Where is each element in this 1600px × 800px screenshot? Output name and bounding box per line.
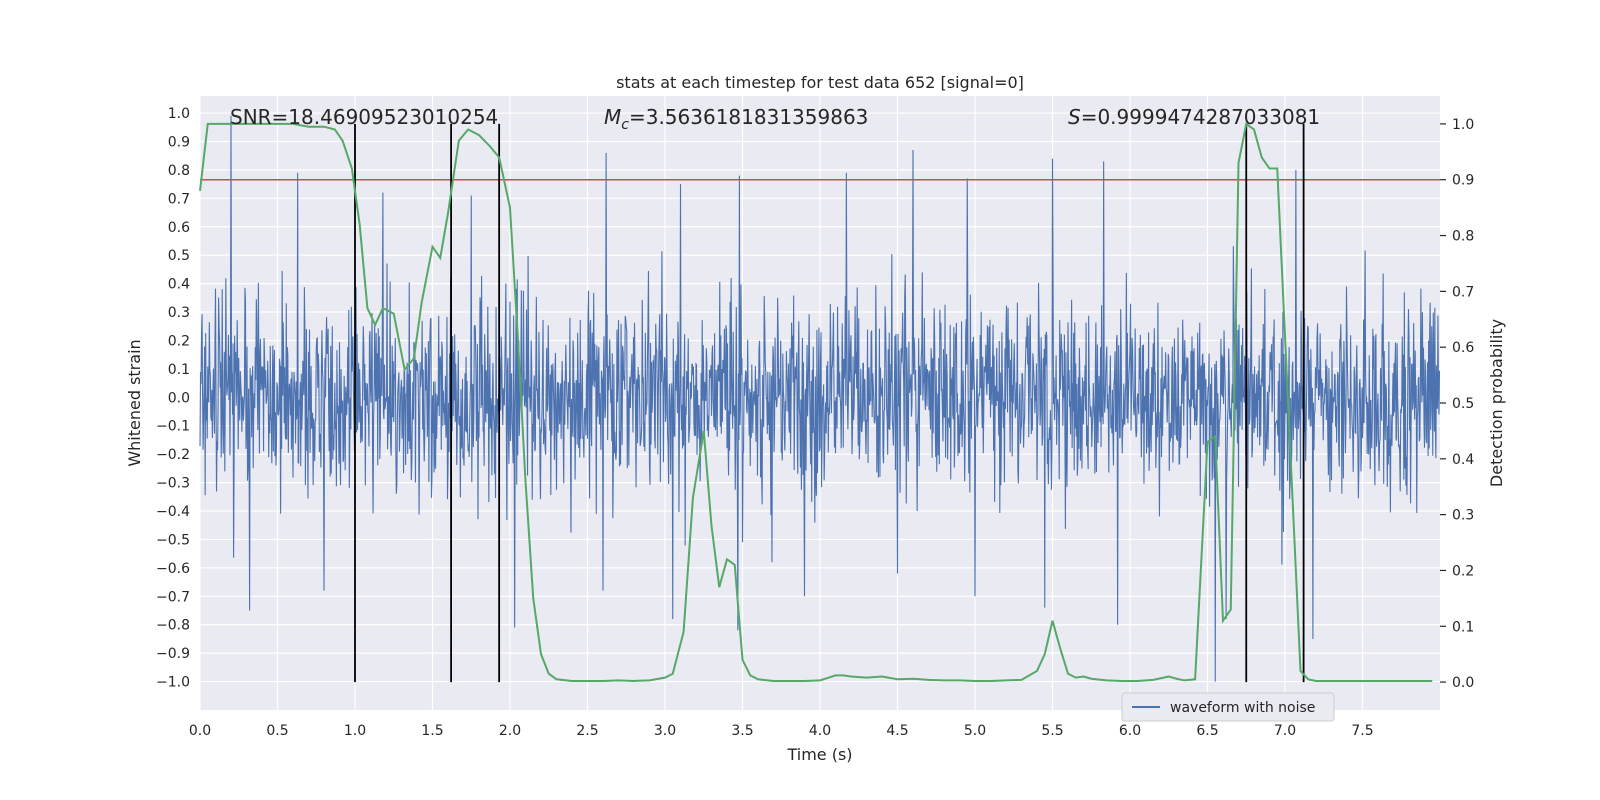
right-tick-label-7: 0.3 (1452, 508, 1474, 524)
right-axis-ticks: 1.0 0.9 0.8 0.7 0.6 0.5 0.4 0.3 0.2 0.1 0.0 (1440, 117, 1474, 691)
x-tick-label-13: 6.5 (1196, 723, 1218, 739)
x-tick-label-12: 6.0 (1119, 723, 1141, 739)
right-tick-label-0: 1.0 (1452, 117, 1474, 133)
x-tick-label-8: 4.0 (809, 723, 831, 739)
right-tick-label-2: 0.8 (1452, 229, 1474, 245)
x-tick-label-10: 5.0 (964, 723, 986, 739)
waveform-series (199, 115, 1441, 682)
left-tick-label-12: −0.2 (156, 447, 190, 463)
s-symbol: S (1068, 105, 1081, 129)
x-axis-ticks: 0.0 0.5 1.0 1.5 2.0 2.5 3.0 3.5 4.0 4.5 5.0 5.5 6.0 6… (189, 723, 1374, 739)
legend-label: waveform with noise (1170, 700, 1315, 716)
right-tick-label-3: 0.7 (1452, 284, 1474, 300)
left-tick-label-4: 0.6 (168, 220, 190, 236)
left-tick-label-18: −0.8 (156, 618, 190, 634)
x-tick-label-2: 1.0 (344, 723, 366, 739)
left-tick-label-7: 0.3 (168, 305, 190, 321)
chart-title: stats at each timestep for test data 652… (616, 73, 1024, 92)
left-tick-label-11: −0.1 (156, 419, 190, 435)
chirp-mass-subscript: c (621, 117, 629, 133)
left-tick-label-16: −0.6 (156, 561, 190, 577)
left-tick-label-3: 0.7 (168, 191, 190, 207)
waveform-trace (199, 115, 1441, 682)
right-tick-label-8: 0.2 (1452, 563, 1474, 579)
chirp-mass-annotation: Mc=3.5636181831359863 (604, 105, 868, 133)
x-tick-label-1: 0.5 (266, 723, 288, 739)
left-tick-label-15: −0.5 (156, 532, 190, 548)
s-value: =0.9999474287033081 (1081, 105, 1320, 129)
x-tick-label-11: 5.5 (1041, 723, 1063, 739)
right-axis-title: Detection probability (1487, 319, 1506, 487)
snr-annotation: SNR=18.46909523010254 (230, 105, 498, 129)
left-axis-title: Whitened strain (125, 339, 144, 466)
left-tick-label-0: 1.0 (168, 106, 190, 122)
left-tick-label-6: 0.4 (168, 277, 190, 293)
x-tick-label-5: 2.5 (576, 723, 598, 739)
left-tick-label-14: −0.4 (156, 504, 190, 520)
chirp-mass-value: =3.5636181831359863 (629, 105, 868, 129)
left-tick-label-10: 0.0 (168, 390, 190, 406)
x-tick-label-14: 7.0 (1274, 723, 1296, 739)
left-tick-label-19: −0.9 (156, 646, 190, 662)
legend: waveform with noise (1121, 692, 1335, 722)
x-tick-label-4: 2.0 (499, 723, 521, 739)
left-tick-label-17: −0.7 (156, 589, 190, 605)
x-tick-label-6: 3.0 (654, 723, 676, 739)
right-tick-label-9: 0.1 (1452, 619, 1474, 635)
left-tick-label-20: −1.0 (156, 675, 190, 691)
left-tick-label-5: 0.5 (168, 248, 190, 264)
right-tick-label-10: 0.0 (1452, 675, 1474, 691)
left-tick-label-1: 0.9 (168, 134, 190, 150)
vertical-markers (354, 123, 1305, 683)
probability-line (199, 122, 1433, 682)
right-tick-label-5: 0.5 (1452, 396, 1474, 412)
right-tick-label-6: 0.4 (1452, 452, 1474, 468)
left-axis-ticks: 1.0 0.9 0.8 0.7 0.6 0.5 0.4 0.3 0.2 0.1 0.0 −0.1 −0.… (156, 106, 190, 691)
left-tick-label-9: 0.1 (168, 362, 190, 378)
x-tick-label-7: 3.5 (731, 723, 753, 739)
chirp-mass-symbol: M (604, 105, 621, 129)
right-tick-label-1: 0.9 (1452, 173, 1474, 189)
x-tick-label-0: 0.0 (189, 723, 211, 739)
x-tick-label-15: 7.5 (1351, 723, 1373, 739)
s-annotation: S=0.9999474287033081 (1068, 105, 1320, 129)
x-tick-label-3: 1.5 (421, 723, 443, 739)
x-axis-title: Time (s) (786, 745, 852, 764)
left-tick-label-13: −0.3 (156, 476, 190, 492)
x-tick-label-9: 4.5 (886, 723, 908, 739)
left-tick-label-8: 0.2 (168, 333, 190, 349)
left-tick-label-2: 0.8 (168, 163, 190, 179)
legend-box (1121, 692, 1335, 722)
right-tick-label-4: 0.6 (1452, 340, 1474, 356)
